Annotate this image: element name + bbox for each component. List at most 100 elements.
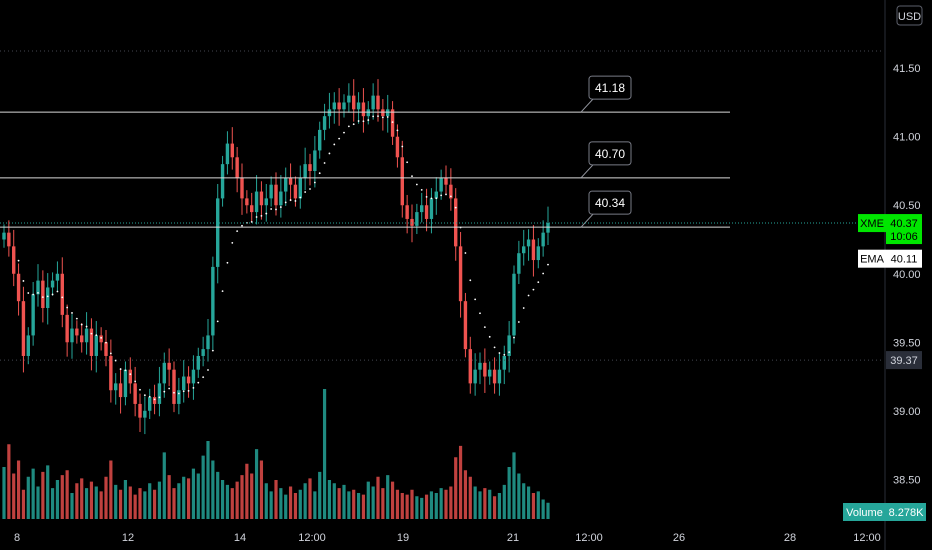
volume-bar (245, 463, 249, 519)
ema-point (430, 197, 433, 200)
ema-point (124, 369, 127, 372)
ema-point (139, 388, 141, 391)
volume-bar (337, 488, 341, 519)
volume-bar (123, 480, 128, 519)
ema-point (411, 175, 413, 178)
candle-body (65, 314, 69, 343)
volume-bar (303, 483, 307, 519)
candle-body (536, 246, 540, 261)
ema-point (333, 143, 336, 146)
candle-body (366, 109, 370, 117)
volume-bar (133, 494, 137, 519)
volume-bar (191, 468, 196, 519)
ema-point (503, 353, 506, 356)
ema-point (56, 290, 59, 293)
candle-body (148, 397, 152, 411)
ema-point (415, 183, 418, 186)
ema-point (173, 391, 175, 394)
ema-point (396, 129, 399, 132)
candle-body (70, 328, 74, 343)
price-marker-value: 39.37 (890, 355, 918, 367)
volume-bar (230, 488, 234, 519)
volume-bar (196, 473, 200, 519)
ema-point (299, 196, 302, 199)
time-tick-label: 8 (14, 532, 20, 544)
ema-point (425, 195, 428, 198)
volume-bar (332, 483, 336, 519)
time-tick-label: 21 (507, 532, 519, 544)
volume-bar (211, 460, 215, 519)
candle-body (274, 184, 278, 206)
last-price-badge (886, 214, 922, 245)
candle-body (80, 335, 84, 343)
candle-body (225, 143, 230, 165)
volume-bar (269, 491, 273, 519)
candle-body (104, 342, 108, 356)
currency-button[interactable]: USD (896, 5, 923, 26)
volume-bar (488, 489, 492, 519)
ema-point (231, 242, 234, 244)
ema-tag (858, 249, 886, 268)
candle-body (269, 184, 273, 199)
volume-bar (279, 488, 283, 519)
volume-bar (2, 467, 6, 519)
candle-body (361, 102, 366, 117)
candle-body (347, 95, 351, 103)
volume-bar (454, 457, 458, 519)
ema-point (469, 279, 472, 282)
price-tick-label: 40.00 (893, 269, 921, 281)
ema-point (522, 307, 525, 309)
candle-body (55, 273, 60, 281)
volume-bar (274, 480, 278, 519)
volume-bar (434, 493, 438, 519)
time-tick-label: 12:00 (298, 532, 326, 544)
volume-bar (507, 467, 511, 519)
volume-bar (65, 470, 69, 519)
volume-bar (157, 481, 162, 519)
candle-body (230, 143, 234, 158)
candles (2, 79, 550, 435)
volume-bar (318, 471, 322, 519)
volume-bar (104, 476, 108, 519)
candle-body (400, 157, 404, 206)
candle-body (517, 253, 521, 274)
volume-bar (390, 481, 395, 519)
candle-body (293, 184, 298, 199)
candle-body (250, 205, 254, 213)
price-tick-label: 39.50 (893, 337, 921, 349)
price-marker-badge (886, 351, 922, 370)
ema-point (372, 115, 375, 118)
candle-body (507, 335, 511, 356)
candle-body (546, 223, 550, 233)
volume-bar (167, 475, 171, 519)
candle-body (284, 177, 288, 192)
price-axis[interactable]: 41.50 41.00 40.50 40.00 39.50 39.00 38.50 (893, 63, 921, 486)
volume-bar (7, 444, 11, 519)
volume-bar (259, 460, 264, 519)
volume-bar (512, 452, 516, 519)
ema-point (483, 326, 486, 329)
candle-body (483, 362, 487, 377)
candle-body (444, 177, 448, 185)
horizontal-lines: 41.18 40.70 40.34 (0, 75, 884, 361)
candle-body (541, 232, 545, 247)
candle-body (157, 383, 162, 404)
volume-bar (531, 493, 536, 519)
volume-bar (284, 494, 288, 519)
volume-bar (84, 488, 89, 519)
volume-bar (148, 483, 152, 519)
volume-bar (400, 493, 404, 519)
candle-body (376, 95, 380, 110)
time-axis[interactable]: 8 12 14 12:00 19 21 12:00 26 28 12:00 (14, 532, 881, 544)
volume-bar (361, 494, 366, 519)
ema-point (119, 368, 122, 370)
volume-bar (522, 483, 526, 519)
volume-bar (114, 484, 118, 519)
volume-bar (371, 486, 375, 519)
callout-box (588, 190, 632, 215)
candle-timer: 10:06 (890, 231, 918, 243)
candle-body (220, 164, 225, 199)
candle-body (303, 164, 307, 178)
